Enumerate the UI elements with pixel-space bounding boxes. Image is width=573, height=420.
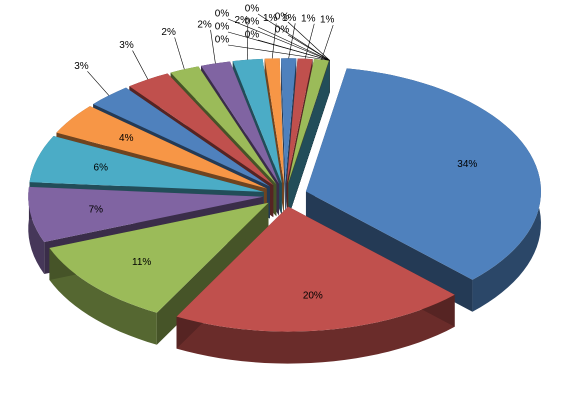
data-label: 0% (215, 35, 230, 46)
data-label: 0% (215, 9, 230, 20)
data-label: 0% (245, 17, 260, 28)
leader-line (175, 37, 185, 69)
data-label: 0% (245, 4, 260, 15)
data-label: 7% (89, 204, 104, 215)
data-label: 1% (301, 13, 316, 24)
data-label: 0% (275, 12, 290, 23)
data-label: 1% (320, 15, 335, 26)
leader-line (133, 51, 148, 80)
data-label: 2% (197, 20, 212, 31)
data-label: 3% (119, 40, 134, 51)
data-label: 0% (215, 22, 230, 33)
leader-line (289, 23, 296, 58)
data-label: 11% (132, 257, 151, 268)
data-label: 34% (457, 159, 477, 170)
data-label: 4% (119, 133, 134, 144)
data-label: 2% (161, 27, 176, 38)
data-label: 20% (303, 290, 323, 301)
leader-line (228, 45, 330, 60)
data-label: 3% (74, 61, 89, 72)
data-label: 6% (94, 162, 109, 173)
leader-line (87, 71, 108, 95)
